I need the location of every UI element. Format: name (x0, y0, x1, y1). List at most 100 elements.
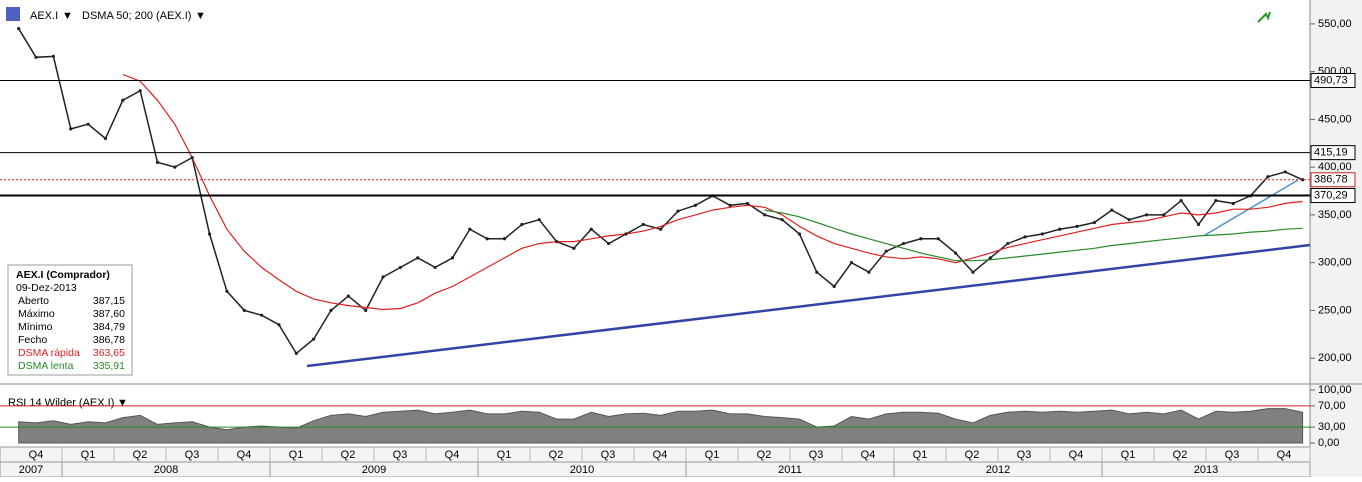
y-tick-label: 0,00 (1318, 437, 1339, 449)
quarter-label: Q3 (393, 449, 408, 461)
year-label: 2007 (19, 464, 43, 476)
close-point (971, 270, 975, 274)
close-point (1283, 170, 1287, 174)
close-point (207, 232, 212, 236)
level-label: 370,29 (1314, 189, 1348, 201)
close-point (277, 323, 281, 327)
close-point (1162, 213, 1166, 217)
trend-line (1204, 179, 1299, 236)
info-label: Máximo (18, 308, 55, 320)
close-point (815, 270, 819, 274)
close-point (1196, 222, 1201, 227)
close-point (988, 256, 992, 260)
close-point (676, 209, 680, 213)
close-point (346, 294, 350, 298)
dropdown[interactable]: ▼ (195, 10, 206, 22)
level-box (1310, 188, 1356, 204)
info-value: 387,60 (93, 308, 125, 320)
close-point (1075, 224, 1079, 228)
close-point (1214, 198, 1218, 203)
close-point (728, 203, 732, 207)
close-point (294, 351, 298, 355)
info-value: 386,78 (93, 334, 125, 346)
close-point (242, 308, 246, 313)
y-tick-label: 450,00 (1318, 113, 1352, 125)
close-point (849, 261, 854, 265)
dropdown[interactable]: ▼ (62, 10, 73, 22)
info-box: AEX.I (Comprador) 09-Dez-2013 Aberto 387,… (7, 264, 133, 376)
close-point (416, 256, 420, 260)
close-point (173, 165, 177, 169)
indicator-title[interactable]: DSMA 50; 200 (AEX.I) (82, 10, 191, 22)
quarter-label: Q2 (133, 449, 148, 461)
level-box (1310, 72, 1356, 88)
year-label: 2011 (778, 464, 802, 476)
close-point (1092, 220, 1096, 225)
series-line (122, 73, 1303, 311)
info-bg (7, 264, 133, 376)
close-point (51, 54, 56, 58)
close-point (763, 213, 767, 217)
close-point (468, 227, 472, 231)
quarter-label: Q1 (289, 449, 304, 461)
close-point (901, 241, 906, 246)
quarter-label: Q1 (913, 449, 928, 461)
close-point (312, 337, 316, 341)
close-point (1040, 232, 1044, 236)
status-icon (1257, 11, 1271, 23)
quarter-label: Q2 (1173, 449, 1188, 461)
quarter-label: Q1 (705, 449, 720, 461)
info-value: 384,79 (93, 321, 125, 333)
close-point (260, 313, 264, 317)
quarter-label: Q4 (237, 449, 252, 461)
close-point (329, 308, 333, 313)
y-tick-label: 550,00 (1318, 18, 1352, 30)
close-point (155, 160, 160, 164)
close-point (693, 203, 697, 207)
close-point (1231, 201, 1235, 206)
dropdown[interactable]: ▼ (117, 397, 128, 409)
quarter-label: Q1 (1121, 449, 1136, 461)
quarter-label: Q4 (1277, 449, 1292, 461)
quarter-label: Q3 (185, 449, 200, 461)
close-point (884, 249, 888, 253)
close-point (867, 270, 871, 274)
rsi-title[interactable]: RSI 14 Wilder (AEX.I) (8, 397, 114, 409)
info-label: Aberto (18, 295, 49, 307)
rsi-area (18, 408, 1304, 444)
quarter-label: Q2 (757, 449, 772, 461)
close-point (1266, 175, 1270, 179)
close-point (554, 240, 559, 244)
level-label: 490,73 (1314, 74, 1348, 86)
close-point (936, 237, 940, 241)
close-point (485, 237, 489, 241)
quarter-label: Q3 (601, 449, 616, 461)
close-point (954, 251, 958, 255)
close-point (190, 155, 194, 160)
last-label: 386,78 (1314, 174, 1348, 186)
close-point (537, 218, 541, 222)
info-label: Mínimo (18, 321, 53, 333)
year-label: 2013 (1194, 464, 1218, 476)
close-point (780, 218, 784, 222)
info-label: Fecho (18, 334, 47, 346)
quarter-label: Q1 (497, 449, 512, 461)
close-point (1301, 178, 1305, 182)
close-point (1006, 241, 1010, 246)
info-value: 387,15 (93, 295, 125, 307)
y-tick-label: 400,00 (1318, 161, 1352, 173)
quarter-label: Q4 (29, 449, 44, 461)
series-line (764, 209, 1303, 262)
close-point (121, 98, 125, 102)
close-point (433, 265, 437, 270)
quarter-label: Q4 (861, 449, 876, 461)
y-tick-label: 200,00 (1318, 352, 1352, 364)
close-point (1179, 198, 1183, 203)
close-point (589, 227, 593, 231)
info-value: 335,91 (93, 360, 125, 372)
quarter-label: Q2 (965, 449, 980, 461)
close-point (225, 289, 229, 293)
symbol-icon[interactable] (6, 7, 20, 21)
symbol-title[interactable]: AEX.I (30, 10, 58, 22)
